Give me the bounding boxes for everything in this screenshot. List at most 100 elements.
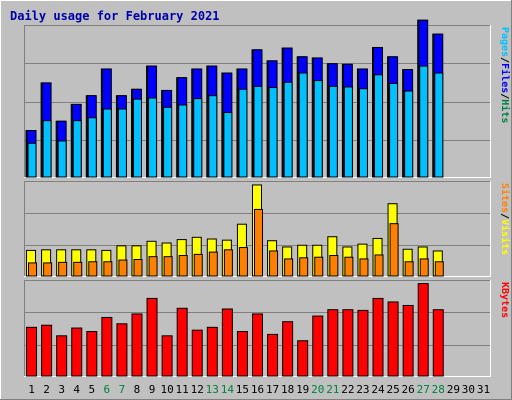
bar-kbytes [56, 335, 68, 377]
bar-pages [283, 81, 293, 178]
panel-legend: KBytes [499, 282, 510, 318]
bar-pages [313, 80, 323, 178]
bar-kbytes [176, 307, 188, 377]
bar-sites [359, 258, 369, 277]
legend-hits: Hits [499, 99, 511, 123]
bar-sites [389, 223, 399, 277]
bar-pages [27, 142, 37, 178]
legend-separator: / [499, 93, 510, 99]
bar-kbytes [101, 316, 113, 377]
legend-files: Files [499, 63, 511, 93]
x-tick-label: 22 [341, 383, 354, 396]
x-tick-label: 26 [402, 383, 415, 396]
bar-sites [404, 261, 414, 277]
bar-sites [223, 249, 233, 277]
bar-kbytes [387, 301, 399, 377]
x-tick-label: 1 [28, 383, 35, 396]
bar-sites [133, 259, 143, 277]
bar-sites [178, 255, 188, 277]
bar-pages [389, 82, 399, 178]
bar-kbytes [282, 321, 294, 377]
x-tick-label: 2 [43, 383, 50, 396]
x-tick-label: 5 [88, 383, 95, 396]
bar-pages [404, 90, 414, 178]
x-tick-label: 17 [266, 383, 279, 396]
bar-kbytes [191, 329, 203, 377]
x-tick-label: 6 [104, 383, 111, 396]
bar-pages [374, 74, 384, 178]
x-tick-label: 7 [119, 383, 126, 396]
x-tick-label: 3 [58, 383, 65, 396]
x-tick-label: 15 [236, 383, 249, 396]
bar-sites [88, 261, 98, 277]
bar-kbytes [267, 333, 279, 377]
bar-pages [343, 86, 353, 178]
bar-sites [344, 256, 354, 277]
bar-kbytes [342, 309, 354, 377]
x-tick-label: 30 [462, 383, 475, 396]
x-axis-labels: 1 2 3 4 5 6 7 8 9 10 11 12 13 14 15 16 17 18 19 20 21 22 23 24 2… [28, 383, 490, 396]
legend-separator: / [499, 213, 510, 219]
x-tick-label: 25 [386, 383, 399, 396]
x-tick-label: 14 [221, 383, 235, 396]
x-tick-label: 8 [134, 383, 141, 396]
bar-sites [314, 256, 324, 277]
x-tick-label: 16 [251, 383, 264, 396]
panel-legend: Pages/Files/Hits [499, 27, 511, 123]
bar-kbytes [221, 308, 233, 377]
x-tick-label: 24 [371, 383, 385, 396]
bar-sites [208, 251, 218, 277]
bar-kbytes [116, 323, 128, 377]
bar-kbytes [26, 326, 38, 377]
bar-pages [238, 88, 248, 178]
bar-kbytes [86, 331, 98, 377]
panel-legend: Sites/Visits [499, 183, 511, 255]
legend-pages: Pages [499, 27, 510, 57]
panel-bottom: KBytes [24, 280, 510, 377]
panel-top: Pages/Files/Hits [24, 19, 511, 178]
bar-kbytes [131, 313, 143, 377]
bar-pages [434, 72, 444, 178]
legend-separator: / [499, 57, 510, 63]
bar-pages [57, 140, 67, 178]
bar-kbytes [146, 297, 158, 377]
bar-pages [178, 104, 188, 178]
bar-pages [253, 85, 263, 178]
bar-kbytes [417, 283, 429, 377]
bar-sites [148, 256, 158, 277]
bar-sites [118, 259, 128, 277]
bar-kbytes [161, 335, 173, 377]
bar-pages [163, 106, 173, 178]
x-tick-label: 12 [191, 383, 204, 396]
x-tick-label: 29 [447, 383, 460, 396]
bar-pages [298, 72, 308, 178]
x-tick-label: 31 [477, 383, 490, 396]
bar-kbytes [312, 315, 324, 377]
x-tick-label: 27 [417, 383, 430, 396]
bar-sites [434, 261, 444, 277]
bar-sites [269, 250, 279, 277]
bar-pages [193, 98, 203, 178]
bar-kbytes [432, 309, 444, 377]
bar-sites [299, 257, 309, 277]
bar-kbytes [252, 313, 263, 377]
bar-pages [42, 120, 52, 178]
bar-sites [329, 255, 339, 277]
bar-pages [419, 65, 429, 178]
x-tick-label: 23 [356, 383, 369, 396]
bar-sites [73, 261, 83, 277]
legend-kbytes: KBytes [499, 282, 510, 318]
bar-kbytes [206, 326, 218, 377]
bar-sites [238, 247, 248, 277]
x-tick-label: 21 [326, 383, 339, 396]
bar-kbytes [297, 340, 309, 377]
bar-pages [328, 85, 338, 178]
x-tick-label: 20 [311, 383, 324, 396]
bar-sites [103, 261, 113, 277]
x-tick-label: 19 [296, 383, 309, 396]
bar-pages [87, 117, 97, 178]
legend-visits: Visits [499, 219, 511, 255]
bar-sites [58, 261, 68, 277]
bar-pages [223, 112, 233, 178]
